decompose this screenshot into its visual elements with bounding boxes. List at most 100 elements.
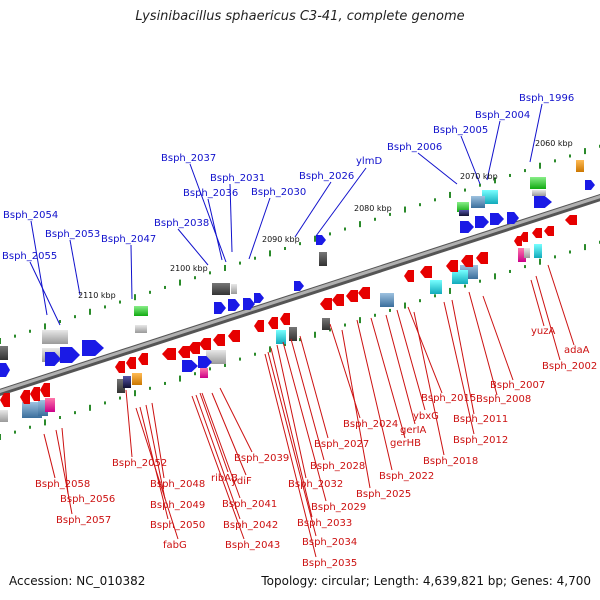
scale-tick: [194, 276, 196, 280]
gene-label-bsph-2027: Bsph_2027: [314, 439, 369, 450]
gene-label-bsph-2047: Bsph_2047: [101, 234, 156, 245]
leader-line: [451, 299, 475, 415]
scale-tick: [0, 338, 1, 344]
cog-category-box: [319, 252, 327, 266]
forward-gene-arrow: [182, 360, 198, 372]
scale-label-2110: 2110 kbp: [78, 291, 116, 300]
forward-gene-arrow: [460, 221, 474, 233]
cog-category-box: [452, 270, 468, 284]
scale-tick: [104, 401, 106, 405]
forward-gene-arrow: [60, 347, 80, 363]
reverse-gene-arrow: [332, 294, 344, 306]
gene-label-bsph-2015: Bsph_2015: [421, 393, 476, 404]
scale-tick: [314, 235, 316, 242]
gene-label-bsph-2028: Bsph_2028: [310, 461, 365, 472]
forward-gene-arrow: [294, 281, 304, 291]
reverse-gene-arrow: [228, 330, 240, 342]
scale-tick: [29, 425, 31, 429]
scale-tick: [284, 246, 286, 250]
reverse-gene-arrow: [0, 393, 10, 407]
cog-category-box: [45, 398, 55, 412]
forward-gene-arrow: [490, 213, 504, 225]
gene-label-bsph-2007: Bsph_2007: [490, 380, 545, 391]
cog-category-box: [380, 293, 394, 307]
gene-label-ribab: ribAB: [211, 473, 238, 484]
scale-tick: [74, 411, 76, 415]
reverse-gene-arrow: [358, 287, 370, 299]
cog-category-box: [123, 376, 131, 388]
scale-tick: [89, 308, 91, 315]
scale-tick: [554, 255, 556, 259]
leader-line: [315, 167, 367, 237]
gene-label-bsph-2057: Bsph_2057: [56, 515, 111, 526]
scale-tick: [134, 390, 136, 397]
forward-gene-arrow: [45, 352, 61, 366]
scale-tick: [509, 173, 511, 177]
leader-line: [207, 198, 223, 261]
scale-tick: [14, 334, 16, 338]
leader-line: [130, 244, 133, 300]
scale-tick: [254, 256, 256, 260]
reverse-gene-arrow: [20, 390, 30, 404]
cog-category-box: [134, 306, 148, 316]
leader-line: [276, 344, 307, 479]
scale-label-2070: 2070 kbp: [460, 172, 498, 181]
leader-line: [151, 402, 165, 479]
scale-tick: [179, 375, 181, 382]
gene-label-bsph-2018: Bsph_2018: [423, 456, 478, 467]
leader-line: [290, 338, 325, 461]
forward-gene-arrow: [228, 299, 240, 311]
cog-category-box: [289, 327, 297, 341]
scale-tick: [29, 329, 31, 333]
gene-label-bsph-2022: Bsph_2022: [379, 471, 434, 482]
scale-tick: [299, 242, 301, 246]
leader-line: [145, 404, 166, 500]
scale-tick: [284, 342, 286, 346]
gene-label-bsph-2042: Bsph_2042: [223, 520, 278, 531]
gene-label-bsph-2032: Bsph_2032: [288, 479, 343, 490]
reverse-gene-arrow: [514, 236, 522, 246]
cog-category-box: [0, 346, 8, 360]
reverse-gene-arrow: [254, 320, 264, 332]
gene-label-adaa: adaA: [564, 345, 590, 356]
forward-gene-arrow: [82, 340, 104, 356]
scale-tick: [554, 159, 556, 163]
scale-tick: [359, 317, 361, 324]
cog-category-box: [212, 283, 230, 295]
genome-backbone: [0, 193, 600, 397]
scale-tick: [254, 352, 256, 356]
gene-label-bsph-2030: Bsph_2030: [251, 187, 306, 198]
scale-tick: [494, 177, 496, 184]
scale-tick: [569, 154, 571, 158]
cog-category-box: [231, 284, 237, 294]
leader-line: [270, 347, 313, 518]
cog-category-box: [430, 280, 442, 294]
reverse-gene-arrow: [162, 348, 176, 360]
gene-label-bsph-2049: Bsph_2049: [150, 500, 205, 511]
cog-category-box: [117, 379, 125, 393]
scale-tick: [374, 217, 376, 221]
scale-tick: [449, 191, 451, 198]
cog-category-box: [532, 190, 546, 196]
reverse-gene-arrow: [40, 383, 50, 397]
scale-tick: [344, 323, 346, 327]
cog-category-box: [38, 400, 48, 416]
gene-label-bsph-2024: Bsph_2024: [343, 419, 398, 430]
scale-label-2090: 2090 kbp: [262, 235, 300, 244]
scale-tick: [389, 308, 391, 312]
reverse-gene-arrow: [565, 215, 577, 225]
reverse-gene-arrow: [461, 255, 473, 267]
cog-category-box: [276, 330, 286, 344]
gene-label-bsph-2036: Bsph_2036: [183, 188, 238, 199]
gene-label-bsph-2033: Bsph_2033: [297, 518, 352, 529]
reverse-gene-arrow: [446, 260, 458, 272]
leader-line: [547, 264, 575, 346]
cog-category-box: [200, 368, 208, 378]
gene-label-ylmd: ylmD: [356, 156, 382, 167]
gene-label-bsph-2002: Bsph_2002: [542, 361, 597, 372]
scale-tick: [209, 271, 211, 275]
gene-label-bsph-2052: Bsph_2052: [112, 458, 167, 469]
scale-tick: [584, 148, 586, 155]
leader-line: [264, 353, 317, 558]
